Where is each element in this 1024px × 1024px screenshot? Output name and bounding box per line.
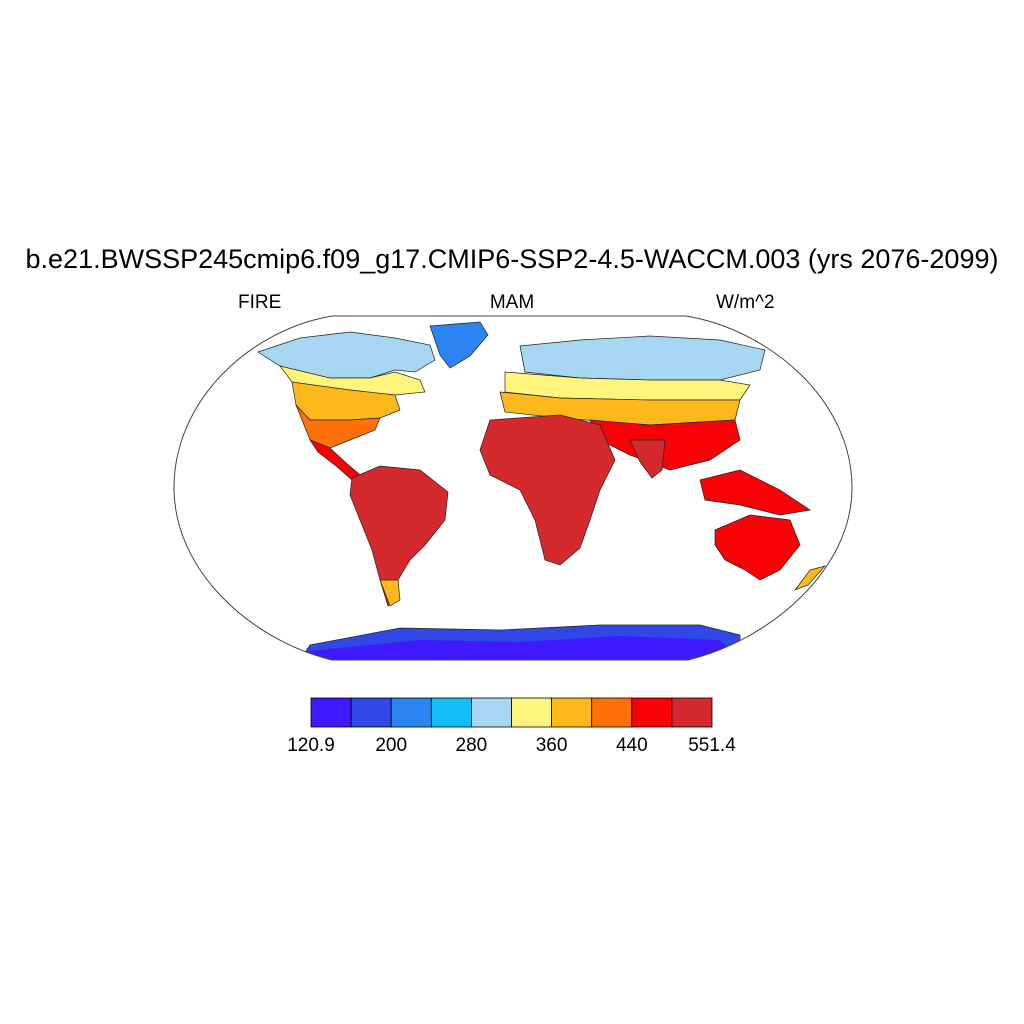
south-america-tip bbox=[379, 579, 401, 607]
colorbar-swatch bbox=[430, 697, 472, 728]
units-string: W/m^2 bbox=[716, 292, 775, 313]
colorbar-swatch bbox=[551, 697, 593, 728]
colorbar-tick-label: 120.9 bbox=[287, 735, 335, 756]
colorbar-swatch bbox=[350, 697, 392, 728]
plot-title: b.e21.BWSSP245cmip6.f09_g17.CMIP6-SSP2-4… bbox=[25, 244, 999, 274]
colorbar-swatch bbox=[591, 697, 633, 728]
colorbar-tick-label: 360 bbox=[535, 735, 568, 756]
southeast-asia bbox=[699, 469, 811, 516]
colorbar-swatch bbox=[390, 697, 432, 728]
colorbar-tick-label: 280 bbox=[455, 735, 488, 756]
australia bbox=[714, 514, 801, 581]
colorbar-swatch bbox=[310, 697, 352, 728]
colorbar-tick-label: 440 bbox=[615, 735, 648, 756]
colorbar-swatch bbox=[470, 697, 512, 728]
colorbar-swatch bbox=[631, 697, 673, 728]
greenland bbox=[429, 321, 489, 369]
india bbox=[629, 439, 666, 479]
asia-south bbox=[589, 419, 741, 471]
eurasia-polar bbox=[519, 335, 766, 381]
center-string: MAM bbox=[489, 292, 535, 313]
colorbar-tick-label: 551.4 bbox=[688, 735, 736, 756]
new-zealand bbox=[793, 565, 827, 591]
colorbar-tick-label: 200 bbox=[375, 735, 408, 756]
antarctica-interior bbox=[300, 636, 740, 660]
colorbar-swatch bbox=[511, 697, 552, 728]
map-frame bbox=[173, 315, 853, 661]
left-string: FIRE bbox=[238, 292, 282, 313]
africa bbox=[479, 414, 616, 566]
colorbar-swatch bbox=[671, 697, 713, 728]
